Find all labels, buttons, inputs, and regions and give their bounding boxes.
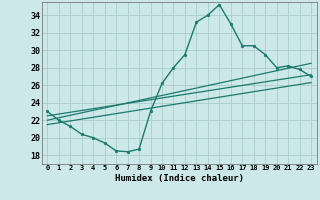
X-axis label: Humidex (Indice chaleur): Humidex (Indice chaleur)	[115, 174, 244, 183]
